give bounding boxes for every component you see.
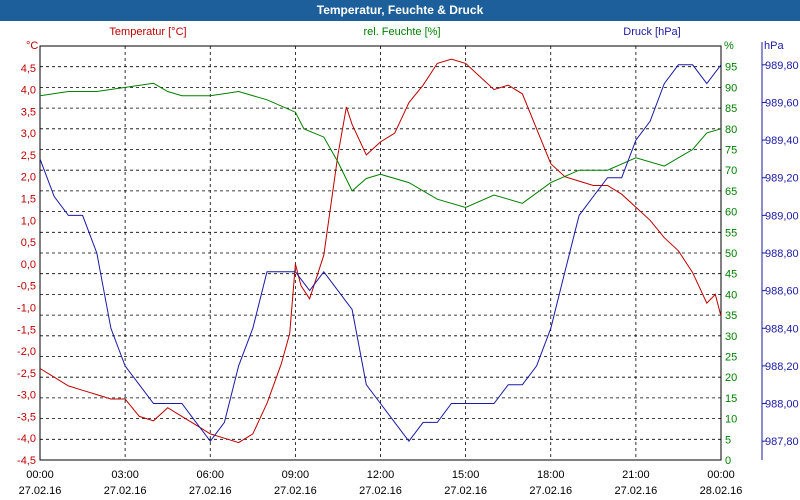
- pressure-axis-ticks: 987,80 988,00 988,20 988,40 988,60 988,80 989,…: [762, 60, 799, 448]
- pressure-tick-label: 987,80: [765, 436, 799, 448]
- date-tick-label: 27.02.16: [274, 485, 317, 497]
- temperature-tick-label: 1,5: [21, 194, 36, 206]
- humidity-tick-label: 55: [725, 227, 737, 239]
- series-lines: [39, 58, 722, 444]
- temperature-tick-label: 3,5: [21, 106, 36, 118]
- pressure-tick-label: 988,80: [765, 248, 799, 260]
- temperature-tick-label: 2,5: [21, 150, 36, 162]
- time-tick-label: 06:00: [196, 469, 224, 481]
- pressure-tick-label: 989,00: [765, 210, 799, 222]
- time-tick-label: 03:00: [111, 469, 139, 481]
- temperature-tick-label: 3,0: [21, 128, 36, 140]
- humidity-tick-label: 30: [725, 331, 737, 343]
- temperature-axis-ticks: -4,5 -4,0 -3,5 -3,0 -2,5 -2,0 -1,5 -1,0 -0,5 0,0 0…: [17, 63, 36, 467]
- pressure-tick-label: 988,60: [765, 286, 799, 298]
- humidity-tick-label: 25: [725, 352, 737, 364]
- pressure-tick-label: 989,40: [765, 135, 799, 147]
- temperature-tick-label: 0,0: [21, 259, 36, 271]
- time-tick-label: 00:00: [26, 469, 54, 481]
- date-tick-label: 28.02.16: [700, 485, 743, 497]
- humidity-tick-label: 95: [725, 62, 737, 74]
- temperature-tick-label: -1,0: [17, 302, 36, 314]
- humidity-tick-label: 75: [725, 145, 737, 157]
- temperature-tick-label: -3,5: [17, 411, 36, 423]
- date-tick-label: 27.02.16: [529, 485, 572, 497]
- humidity-tick-label: 0: [725, 455, 731, 467]
- temperature-tick-label: 0,5: [21, 237, 36, 249]
- date-tick-label: 27.02.16: [614, 485, 657, 497]
- humidity-tick-label: 50: [725, 248, 737, 260]
- time-tick-label: 18:00: [537, 469, 565, 481]
- humidity-tick-label: 10: [725, 414, 737, 426]
- temperature-tick-label: -2,5: [17, 368, 36, 380]
- window-title: Temperatur, Feuchte & Druck: [0, 0, 800, 21]
- pressure-tick-label: 989,80: [765, 60, 799, 72]
- pressure-tick-label: 989,60: [765, 97, 799, 109]
- temperature-tick-label: -2,0: [17, 346, 36, 358]
- pressure-series: [39, 64, 722, 443]
- humidity-series: [39, 82, 722, 209]
- temperature-tick-label: -0,5: [17, 281, 36, 293]
- date-tick-label: 27.02.16: [104, 485, 147, 497]
- humidity-axis-ticks: 0 5 10 15 20 25 30 35 40 45 50 55 60 65 70 75 80 85 90 95: [725, 62, 737, 467]
- date-tick-label: 27.02.16: [359, 485, 402, 497]
- humidity-tick-label: 85: [725, 103, 737, 115]
- date-tick-label: 27.02.16: [19, 485, 62, 497]
- temperature-tick-label: 4,0: [21, 85, 36, 97]
- pressure-axis-title: Druck [hPa]: [623, 26, 680, 38]
- time-tick-label: 00:00: [707, 469, 735, 481]
- date-tick-label: 27.02.16: [444, 485, 487, 497]
- temperature-tick-label: 2,0: [21, 172, 36, 184]
- temperature-tick-label: -1,5: [17, 324, 36, 336]
- time-tick-label: 21:00: [622, 469, 650, 481]
- humidity-tick-label: 60: [725, 207, 737, 219]
- grid-lines: [40, 46, 721, 460]
- temperature-tick-label: -4,5: [17, 455, 36, 467]
- humidity-tick-label: 20: [725, 372, 737, 384]
- humidity-tick-label: 40: [725, 289, 737, 301]
- pressure-tick-label: 989,20: [765, 173, 799, 185]
- humidity-tick-label: 45: [725, 269, 737, 281]
- time-tick-label: 09:00: [282, 469, 310, 481]
- humidity-tick-label: 80: [725, 124, 737, 136]
- pressure-tick-label: 988,20: [765, 361, 799, 373]
- temperature-tick-label: -3,0: [17, 390, 36, 402]
- humidity-tick-label: 35: [725, 310, 737, 322]
- humidity-tick-label: 5: [725, 434, 731, 446]
- time-axis-ticks: 00:00 27.02.16 03:00 27.02.16 06:00 27.02.16 0…: [19, 469, 743, 497]
- pressure-unit-label: hPa: [764, 40, 784, 52]
- humidity-tick-label: 70: [725, 165, 737, 177]
- temperature-unit-label: °C: [26, 40, 38, 52]
- temperature-tick-label: 4,5: [21, 63, 36, 75]
- humidity-tick-label: 90: [725, 82, 737, 94]
- time-tick-label: 12:00: [367, 469, 395, 481]
- pressure-tick-label: 988,40: [765, 323, 799, 335]
- time-tick-label: 15:00: [452, 469, 480, 481]
- date-tick-label: 27.02.16: [189, 485, 232, 497]
- humidity-unit-label: %: [724, 40, 734, 52]
- pressure-tick-label: 988,00: [765, 399, 799, 411]
- temperature-axis-title: Temperatur [°C]: [109, 26, 186, 38]
- temperature-series: [39, 58, 722, 444]
- humidity-axis-title: rel. Feuchte [%]: [363, 26, 440, 38]
- humidity-tick-label: 15: [725, 393, 737, 405]
- humidity-tick-label: 65: [725, 186, 737, 198]
- temperature-tick-label: -4,0: [17, 433, 36, 445]
- weather-chart: -4,5 -4,0 -3,5 -3,0 -2,5 -2,0 -1,5 -1,0 -0,5 0,0 0…: [17, 26, 799, 497]
- temperature-tick-label: 1,0: [21, 215, 36, 227]
